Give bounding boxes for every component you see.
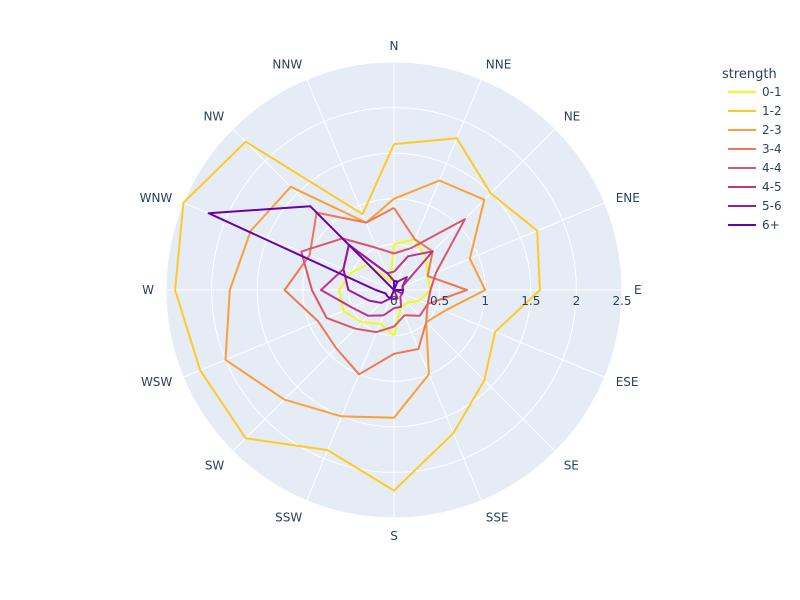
angular-tick-label: N — [390, 39, 399, 53]
radial-tick-label: 0 — [390, 294, 398, 308]
angular-tick-label: NNE — [486, 57, 512, 71]
legend-label: 4-4 — [762, 161, 782, 175]
angular-tick-label: W — [142, 283, 154, 297]
angular-tick-label: WNW — [140, 191, 173, 205]
series-line-6+ — [207, 205, 405, 300]
angular-gridline — [393, 128, 556, 291]
radial-tick-label: 2.5 — [612, 294, 631, 308]
legend-label: 1-2 — [762, 104, 782, 118]
legend-label: 2-3 — [762, 123, 782, 137]
angular-gridline — [232, 289, 395, 452]
legend-label: 3-4 — [762, 142, 782, 156]
series-line-0-1 — [338, 238, 432, 337]
angular-tick-labels: N NNE NE ENE E ESE SE SSE S SSW SW WSW W WNW NW NNW — [140, 39, 642, 543]
angular-gridline — [183, 289, 395, 378]
angular-tick-label: ESE — [616, 375, 639, 389]
series-line-1-2 — [174, 137, 541, 492]
angular-gridline — [393, 79, 482, 291]
legend-title: strength — [722, 67, 777, 82]
angular-tick-label: NE — [564, 109, 581, 123]
angular-tick-label: ENE — [616, 191, 640, 205]
legend-label: 6+ — [762, 218, 780, 232]
angular-tick-label: E — [634, 283, 642, 297]
series-line-3-4 — [283, 207, 468, 376]
angular-gridline — [393, 289, 482, 501]
radial-tick-label: 1 — [481, 294, 489, 308]
radial-tick-label: 2 — [573, 294, 581, 308]
legend: strength 0-1 1-2 2-3 3-4 4-4 4-5 5-6 6+ — [722, 67, 782, 232]
series-layer — [174, 137, 541, 492]
angular-gridline — [306, 289, 395, 501]
legend-label: 0-1 — [762, 85, 782, 99]
series-line-4-4 — [300, 218, 466, 334]
radial-tick-label: 1.5 — [521, 294, 540, 308]
legend-label: 5-6 — [762, 199, 782, 213]
angular-tick-label: SSE — [486, 511, 509, 525]
angular-tick-label: SW — [205, 459, 225, 473]
angular-gridline — [306, 79, 395, 291]
angular-tick-label: S — [390, 529, 398, 543]
angular-tick-label: SE — [564, 459, 579, 473]
legend-label: 4-5 — [762, 180, 782, 194]
radial-tick-label: 0.5 — [430, 294, 449, 308]
angular-tick-label: WSW — [141, 375, 172, 389]
angular-tick-label: NNW — [272, 57, 302, 71]
series-line-5-6 — [342, 243, 408, 304]
angular-tick-label: NW — [203, 109, 224, 123]
angular-tick-label: SSW — [275, 511, 302, 525]
angular-gridline — [393, 289, 556, 452]
series-line-2-3 — [224, 179, 487, 419]
radial-tick-labels: 0 0.5 1 1.5 2 2.5 — [390, 294, 631, 308]
